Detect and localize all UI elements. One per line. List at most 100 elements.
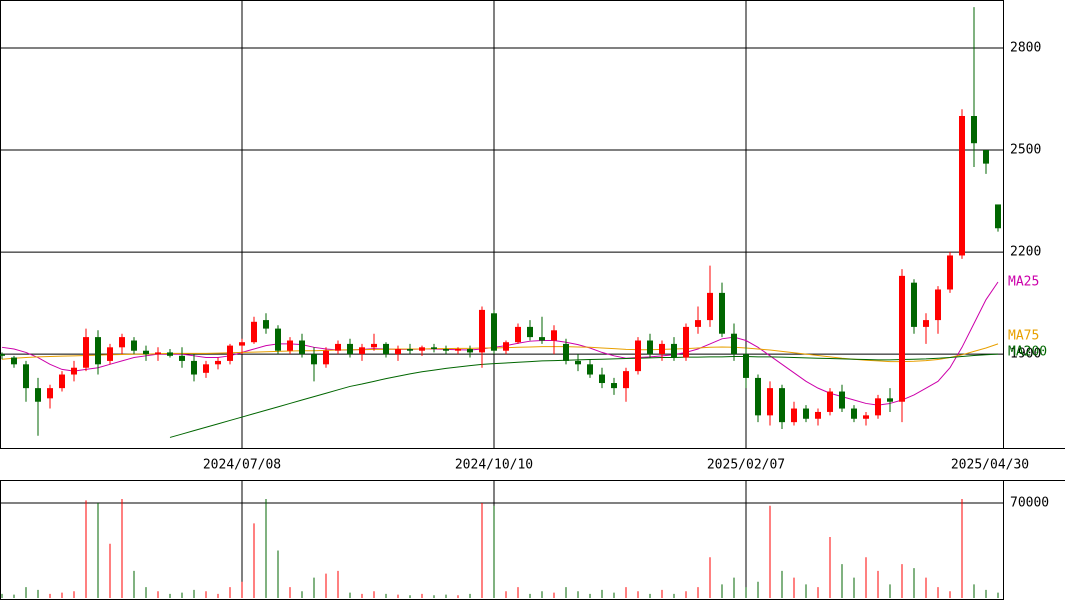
y-tick-label: 70000 <box>1010 496 1049 511</box>
candle-body <box>371 343 377 348</box>
candle-body <box>263 320 269 329</box>
candle-body <box>155 352 161 355</box>
candle-body <box>743 354 749 378</box>
x-tick-label: 2024/10/10 <box>455 458 533 473</box>
candle-body <box>203 364 209 373</box>
y-tick-label: 2800 <box>1010 40 1041 55</box>
candle-body <box>383 343 389 355</box>
candle-body <box>551 330 557 341</box>
candle-body <box>0 354 5 356</box>
candle-body <box>875 398 881 416</box>
candle-body <box>851 408 857 419</box>
candle-body <box>755 377 761 416</box>
candle-body <box>275 328 281 351</box>
candle-body <box>59 374 65 389</box>
candle-body <box>659 343 665 355</box>
candle-body <box>479 309 485 353</box>
candle-body <box>587 364 593 375</box>
ma-line <box>169 353 999 438</box>
candle-body <box>719 292 725 334</box>
candle-body <box>515 326 521 343</box>
candle-body <box>707 292 713 321</box>
y-tick-label: 1900 <box>1010 347 1041 362</box>
legend-entry: MA75 <box>1008 328 1039 343</box>
candle-body <box>911 282 917 327</box>
candle-body <box>95 337 101 365</box>
candle-body <box>395 349 401 355</box>
candle-body <box>179 355 185 361</box>
x-tick-label: 2025/02/07 <box>707 458 785 473</box>
candle-body <box>863 415 869 419</box>
x-tick-label: 2025/04/30 <box>951 458 1029 473</box>
candle-body <box>635 340 641 372</box>
candle-body <box>575 360 581 365</box>
candle-body <box>539 337 545 341</box>
candle-body <box>671 343 677 358</box>
candle-body <box>419 347 425 351</box>
x-tick-label: 2024/07/08 <box>203 458 281 473</box>
candle-body <box>35 388 41 402</box>
candle-body <box>83 337 89 368</box>
candle-body <box>623 371 629 389</box>
candle-body <box>767 388 773 416</box>
candle-body <box>443 349 449 351</box>
candle-body <box>131 340 137 351</box>
candle-body <box>23 364 29 389</box>
candle-body <box>887 398 893 402</box>
candle-body <box>323 350 329 365</box>
y-tick-label: 2500 <box>1010 143 1041 158</box>
candle-body <box>827 391 833 412</box>
legend-entry: MA200 <box>1008 345 1047 360</box>
candle-body <box>311 354 317 365</box>
candle-body <box>491 313 497 351</box>
candle-body <box>431 347 437 350</box>
candle-body <box>119 337 125 348</box>
candle-body <box>167 352 173 356</box>
candle-body <box>995 204 1001 229</box>
candle-body <box>11 357 17 365</box>
candle-body <box>599 374 605 384</box>
candle-body <box>695 320 701 327</box>
candle-body <box>71 367 77 375</box>
candle-body <box>899 275 905 402</box>
candle-body <box>287 340 293 351</box>
candle-body <box>935 289 941 321</box>
candle-body <box>143 350 149 355</box>
candle-body <box>683 326 689 358</box>
candle-body <box>971 115 977 144</box>
candle-body <box>359 347 365 355</box>
candle-body <box>983 150 989 164</box>
legend-entry: MA25 <box>1008 274 1039 289</box>
candle-body <box>107 347 113 361</box>
candle-body <box>803 408 809 419</box>
candle-body <box>791 408 797 423</box>
candle-body <box>647 340 653 355</box>
candle-body <box>503 342 509 351</box>
candle-body <box>947 255 953 290</box>
candle-body <box>335 343 341 351</box>
candle-body <box>611 383 617 389</box>
candle-body <box>47 388 53 399</box>
price-frame <box>0 0 1004 449</box>
candle-body <box>215 360 221 365</box>
candle-body <box>779 388 785 423</box>
candle-body <box>239 342 245 346</box>
candle-body <box>527 326 533 338</box>
candle-body <box>347 343 353 355</box>
y-tick-label: 2200 <box>1010 245 1041 260</box>
candle-body <box>407 349 413 351</box>
candle-body <box>227 345 233 361</box>
candle-body <box>923 320 929 327</box>
volume-frame <box>0 480 1004 600</box>
candle-body <box>959 115 965 256</box>
candle-body <box>563 343 569 361</box>
candle-body <box>731 333 737 355</box>
candle-body <box>467 349 473 353</box>
candle-body <box>839 391 845 409</box>
ma-line <box>1 281 999 406</box>
candle-body <box>251 321 257 343</box>
candle-body <box>815 411 821 419</box>
candle-body <box>191 360 197 375</box>
